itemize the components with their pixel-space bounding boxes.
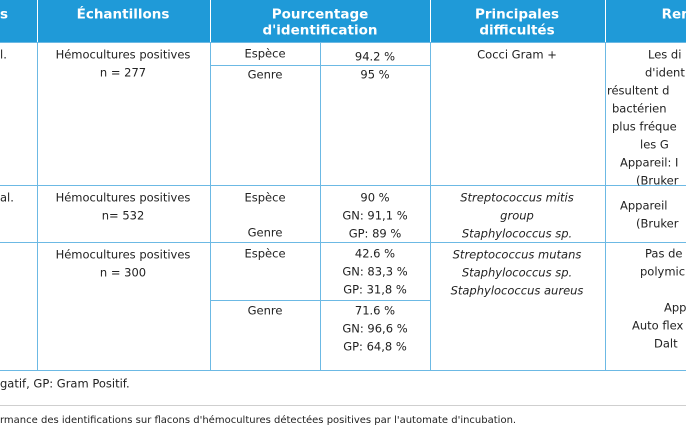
cell-text: Genre xyxy=(247,225,283,240)
cell-text: group xyxy=(500,208,534,223)
cell-text: Échantillons xyxy=(76,6,170,23)
column-rule xyxy=(320,42,321,370)
header-separator xyxy=(37,0,38,42)
cell-text: Streptococcus mutans xyxy=(452,247,582,262)
cell-text: Staphylococcus sp. xyxy=(461,265,573,280)
cell-text: résultent d xyxy=(607,83,670,98)
cell-text: GP: 31,8 % xyxy=(343,282,407,297)
row-rule xyxy=(0,242,686,243)
cell-text: Espèce xyxy=(244,46,286,61)
cell-text: Genre xyxy=(247,67,283,82)
caption-rule xyxy=(0,405,686,406)
cell-text: GN: 83,3 % xyxy=(342,264,408,279)
cell-text: Les di xyxy=(648,47,682,62)
cell-text: Hémocultures positives xyxy=(55,247,191,262)
cell-text: Pourcentage xyxy=(271,6,369,23)
cell-text: GP: 89 % xyxy=(348,226,402,241)
cell-text: 94.2 % xyxy=(354,49,396,64)
cell-text: les G xyxy=(640,137,669,152)
cell-text: Rema xyxy=(661,6,686,23)
cell-text: Appareil: I xyxy=(620,155,679,170)
cell-text: 71.6 % xyxy=(354,303,396,318)
header-separator xyxy=(605,0,606,42)
cell-text: n= 532 xyxy=(101,208,145,223)
column-rule xyxy=(210,42,211,370)
cell-text: GP: 64,8 % xyxy=(343,339,407,354)
cell-text: Hémocultures positives xyxy=(55,47,191,62)
cell-text: Genre xyxy=(247,303,283,318)
header-separator xyxy=(210,0,211,42)
cell-text: Pas de xyxy=(645,246,683,261)
cell-text: App xyxy=(664,300,686,315)
cell-text: GN: 96,6 % xyxy=(342,321,408,336)
cell-text: Espèce xyxy=(244,246,286,261)
cell-text: n = 300 xyxy=(99,265,147,280)
cell-text: Dalt xyxy=(654,336,678,351)
cell-text: Espèce xyxy=(244,190,286,205)
cell-text: l. xyxy=(0,47,7,62)
cell-text: d'ident xyxy=(645,65,685,80)
cell-text: Streptococcus mitis xyxy=(460,190,574,205)
cell-text: bactérien xyxy=(612,101,667,116)
cell-text: Appareil xyxy=(620,198,668,213)
cell-text: 95 % xyxy=(360,67,390,82)
cell-text: gatif, GP: Gram Positif. xyxy=(0,376,130,391)
row-rule xyxy=(0,185,686,186)
cell-text: s xyxy=(0,6,9,23)
cell-text: plus fréque xyxy=(612,119,677,134)
cell-text: rmance des identifications sur flacons d… xyxy=(0,415,517,426)
cell-text: al. xyxy=(0,190,14,205)
cell-text: d'identification xyxy=(262,22,378,39)
cell-text: difficultés xyxy=(479,22,555,39)
cell-text: Staphylococcus sp. xyxy=(461,226,573,241)
column-rule xyxy=(37,42,38,370)
cell-text: n = 277 xyxy=(99,65,147,80)
cell-text: Principales xyxy=(474,6,560,23)
row-rule xyxy=(0,370,686,371)
cell-text: Cocci Gram + xyxy=(477,47,557,62)
cell-text: Staphylococcus aureus xyxy=(450,283,584,298)
cell-text: (Bruker xyxy=(636,216,679,231)
header-separator xyxy=(430,0,431,42)
cell-text: (Bruker xyxy=(636,173,679,188)
cell-text: Auto flex xyxy=(632,318,684,333)
header-band xyxy=(0,0,686,42)
cell-text: 42.6 % xyxy=(354,246,396,261)
cell-text: 90 % xyxy=(360,190,390,205)
cell-text: polymic xyxy=(640,264,686,279)
sub-rule xyxy=(210,65,430,66)
column-rule xyxy=(605,42,606,370)
sub-rule xyxy=(210,300,430,301)
row-rule xyxy=(0,42,686,43)
cell-text: Hémocultures positives xyxy=(55,190,191,205)
cell-text: GN: 91,1 % xyxy=(342,208,408,223)
column-rule xyxy=(430,42,431,370)
